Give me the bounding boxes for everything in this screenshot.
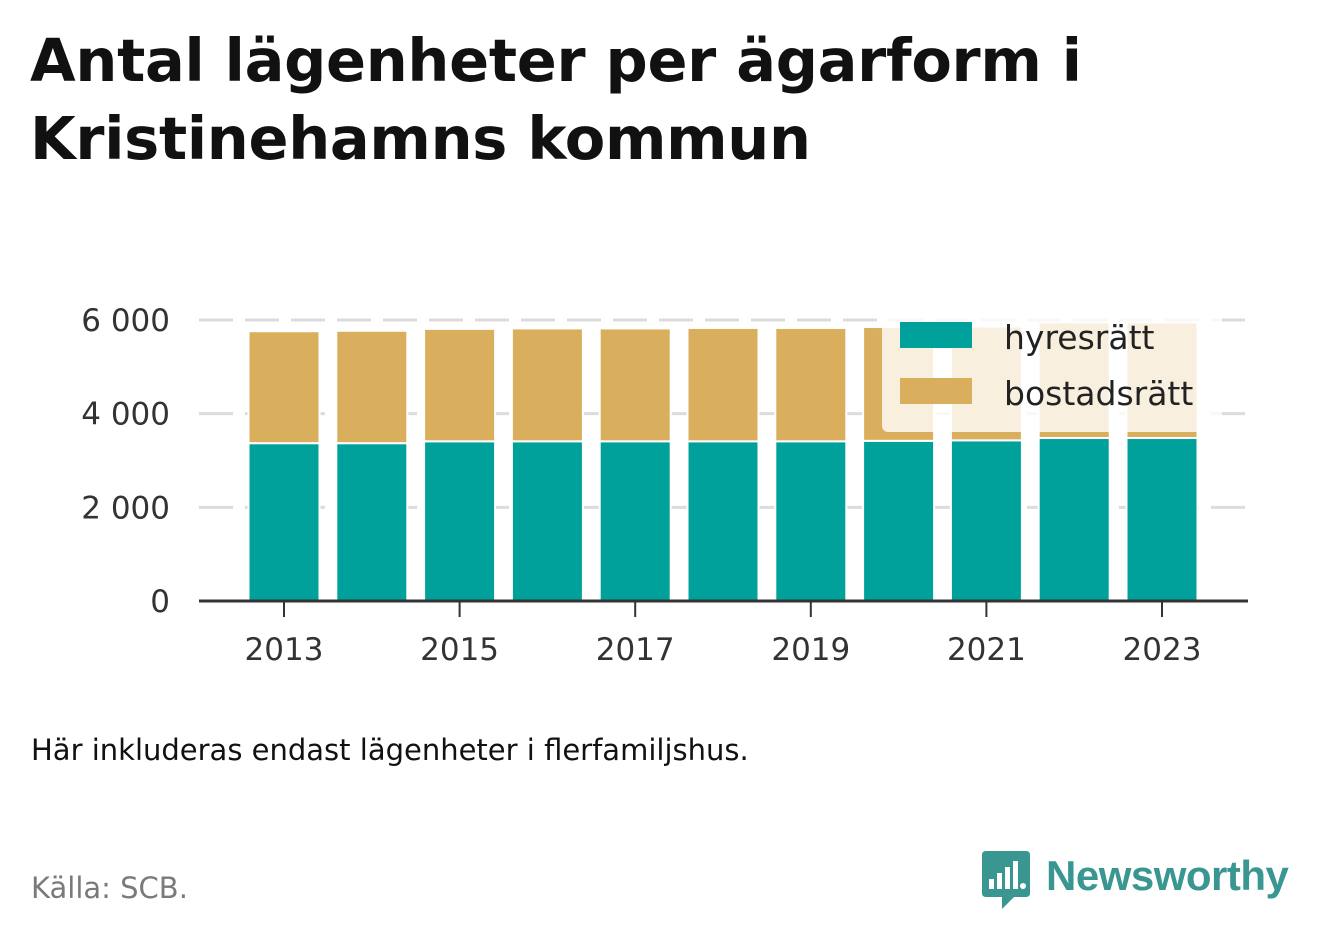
bar-bostadsratt-2014 [335, 329, 409, 445]
legend-swatch [900, 378, 972, 404]
legend-swatch [900, 322, 972, 348]
x-tick-label: 2023 [1123, 632, 1202, 668]
y-tick-label: 0 [150, 584, 170, 620]
x-tick-label: 2015 [420, 632, 499, 668]
bar-bostadsratt-2016 [510, 327, 584, 443]
bar-hyresratt-2018 [686, 440, 760, 602]
bar-hyresratt-2021 [949, 439, 1023, 602]
bar-bostadsratt-2013 [247, 330, 321, 445]
source-text: Källa: SCB. [31, 871, 188, 905]
bar-hyresratt-2015 [423, 440, 497, 602]
brand-logo: Newsworthy [980, 848, 1289, 912]
y-tick-label: 6 000 [81, 303, 170, 339]
bar-hyresratt-2013 [247, 442, 321, 602]
legend: hyresrätt bostadsrätt [882, 308, 1222, 432]
x-tick-label: 2021 [947, 632, 1026, 668]
bar-bostadsratt-2017 [598, 327, 672, 443]
axes: 0 2 000 4 000 6 000 2013 2015 2017 2019 2021 2023 [81, 303, 1248, 668]
bar-bostadsratt-2018 [686, 326, 760, 443]
x-tick-label: 2019 [771, 632, 850, 668]
legend-label: hyresrätt [1004, 318, 1155, 357]
bar-hyresratt-2019 [774, 440, 848, 602]
bar-hyresratt-2017 [598, 440, 672, 602]
bar-bostadsratt-2015 [423, 327, 497, 443]
bar-hyresratt-2014 [335, 442, 409, 602]
y-tick-label: 4 000 [81, 397, 170, 433]
bar-hyresratt-2022 [1037, 437, 1111, 602]
bar-bostadsratt-2019 [774, 326, 848, 443]
brand-name: Newsworthy [1046, 852, 1289, 899]
x-tick-label: 2013 [245, 632, 324, 668]
x-tick-label: 2017 [596, 632, 675, 668]
chart-note: Här inkluderas endast lägenheter i flerf… [31, 733, 749, 767]
y-tick-label: 2 000 [81, 490, 170, 526]
bar-hyresratt-2023 [1125, 437, 1199, 602]
newsworthy-logo-icon [982, 851, 1030, 909]
chart-title: Antal lägenheter per ägarform i Kristine… [30, 26, 1082, 173]
bar-hyresratt-2020 [862, 439, 936, 602]
legend-label: bostadsrätt [1004, 374, 1193, 413]
bar-hyresratt-2016 [510, 440, 584, 602]
